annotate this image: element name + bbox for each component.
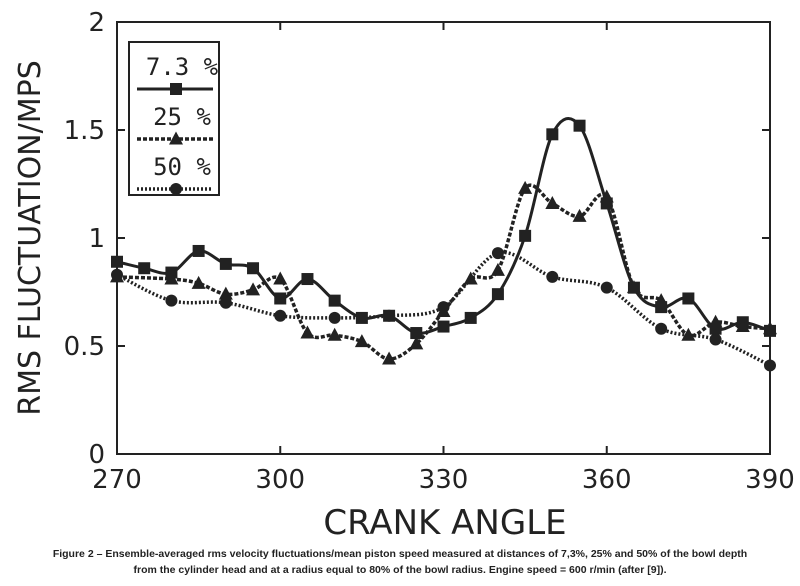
data-point [464, 311, 477, 324]
line-chart: 270 300 330 360 390 00.511.52 7.3 %25 %50 % … [13, 8, 795, 543]
x-tick-label: 390 [745, 465, 795, 495]
y-tick-label: 0 [88, 440, 105, 470]
legend-label: 50 % [153, 153, 211, 181]
data-point [763, 321, 777, 335]
x-tick-label: 360 [582, 465, 632, 495]
series-square [111, 117, 776, 340]
data-point [192, 244, 205, 257]
data-point [327, 327, 342, 341]
data-point [437, 320, 450, 333]
data-point [409, 336, 424, 350]
legend-marker [170, 183, 182, 195]
x-tick-labels: 270 300 330 360 390 [92, 465, 795, 495]
legend-box [128, 41, 220, 196]
series-layer [110, 117, 777, 372]
data-point [518, 180, 533, 194]
y-tick-labels: 0 0.5 1 1.5 2 [64, 8, 105, 470]
data-point [654, 293, 669, 307]
data-point [218, 286, 233, 300]
data-point [545, 195, 560, 209]
data-point [165, 294, 178, 307]
caption-line-2: from the cylinder head and at a radius e… [133, 564, 667, 576]
x-tick-label: 330 [419, 465, 469, 495]
y-tick-label: 1.5 [64, 116, 105, 146]
data-point [219, 296, 232, 309]
data-point [164, 271, 179, 285]
data-point [437, 301, 450, 314]
data-point [274, 292, 287, 305]
data-point [354, 334, 369, 348]
data-point [519, 229, 532, 242]
data-point [300, 325, 315, 339]
axis-ticks [116, 21, 771, 455]
y-tick-label: 1 [88, 224, 105, 254]
x-tick-label: 300 [255, 465, 305, 495]
data-point [573, 119, 586, 132]
data-point [274, 309, 287, 322]
data-point [463, 271, 478, 285]
data-point [273, 271, 288, 285]
data-point [682, 292, 695, 305]
data-point [546, 270, 559, 283]
series-circle [111, 247, 776, 372]
data-point [491, 247, 504, 260]
data-point [709, 333, 722, 346]
data-point [111, 268, 123, 281]
data-point [410, 327, 423, 340]
legend-label: 7.3 % [146, 53, 219, 81]
series-triangle [110, 180, 777, 365]
data-point [191, 275, 206, 289]
x-axis-title: CRANK ANGLE [323, 503, 566, 543]
data-point [491, 288, 504, 301]
caption-line-1: Figure 2 – Ensemble-averaged rms velocit… [52, 548, 748, 560]
y-axis-title: RMS FLUCTUATION/MPS [13, 60, 48, 416]
data-point [572, 208, 587, 222]
data-point [328, 294, 341, 307]
data-point [328, 311, 341, 324]
figure-caption: Figure 2 – Ensemble-averaged rms velocit… [0, 546, 800, 578]
data-point [246, 282, 261, 296]
data-point [708, 314, 723, 328]
data-point [546, 128, 559, 141]
x-tick-label: 270 [92, 465, 142, 495]
data-point [247, 262, 260, 275]
data-point [735, 319, 750, 333]
data-point [111, 255, 123, 268]
data-point [599, 189, 614, 203]
y-tick-label: 2 [88, 8, 105, 38]
data-point [219, 257, 232, 270]
data-point [383, 309, 396, 322]
data-point [490, 262, 505, 276]
legend-label: 25 % [153, 103, 211, 131]
data-point [626, 280, 641, 294]
data-point [301, 273, 314, 286]
legend-marker [169, 131, 183, 145]
data-point [764, 359, 776, 372]
legend-marker [170, 83, 182, 95]
data-point [655, 322, 668, 335]
y-tick-label: 0.5 [64, 332, 105, 362]
data-point [138, 262, 151, 275]
data-point [382, 351, 397, 365]
legend: 7.3 % 25 % 50 % [128, 41, 220, 196]
legend-items: 7.3 % 25 % 50 % [137, 53, 219, 195]
data-point [600, 281, 613, 294]
